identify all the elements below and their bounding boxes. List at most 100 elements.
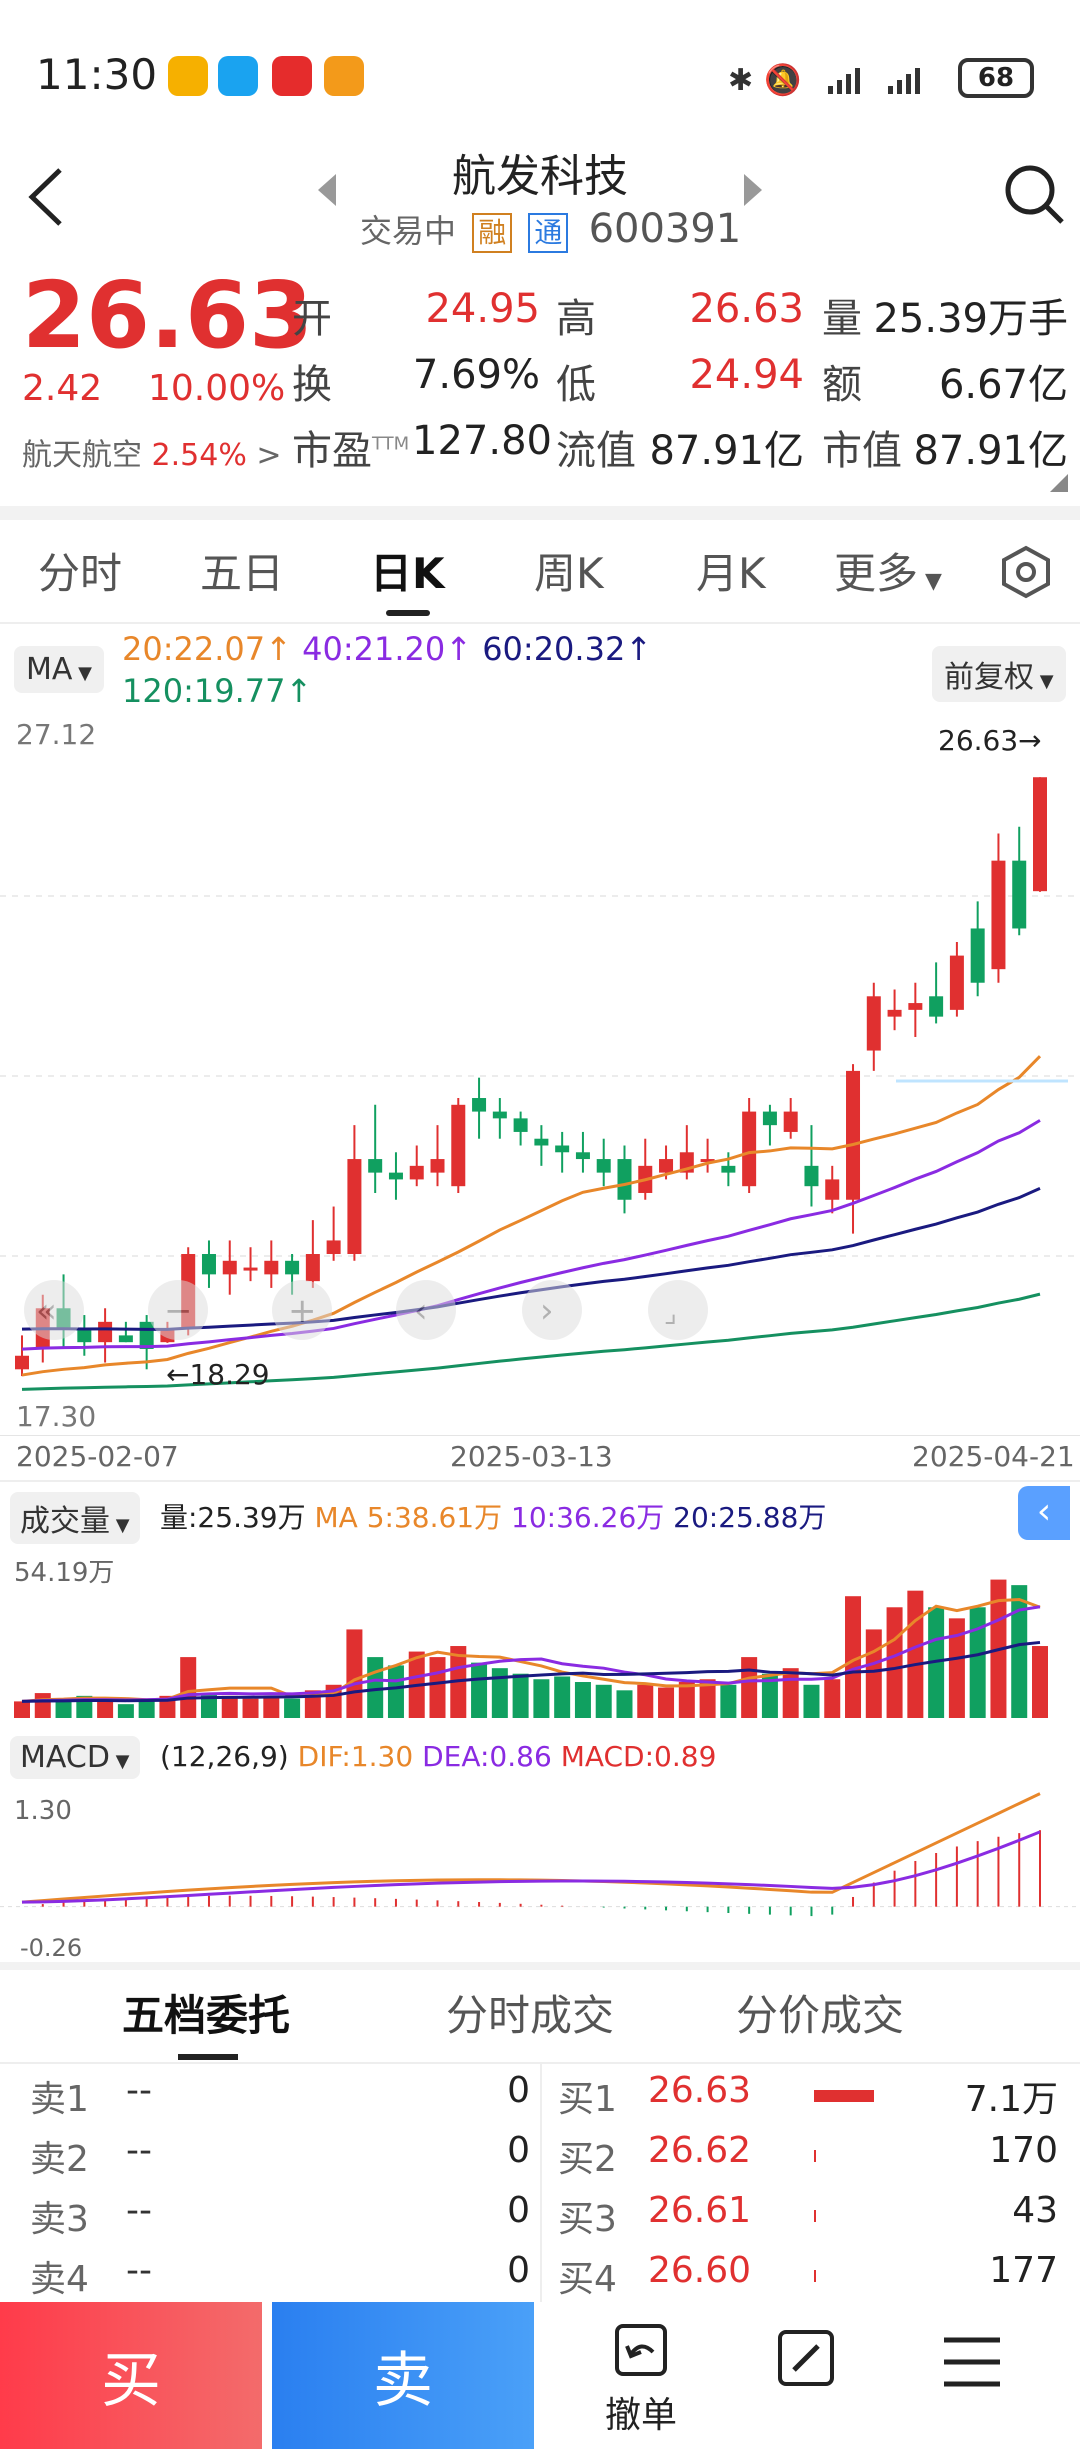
status-bar: 11:30 ✱ 🔕 68 (0, 0, 1080, 150)
tab-order-book[interactable]: 五档委托 (122, 1991, 291, 2040)
volume-bar (554, 1676, 571, 1718)
candle-body (804, 1165, 819, 1187)
volume-bar (678, 1682, 695, 1718)
kline-axis-top: 27.12 (16, 718, 96, 751)
bid-row[interactable]: 买3 26.61 43 (558, 2190, 1058, 2246)
macd-chart[interactable] (0, 1780, 1080, 1960)
level-volume: 0 (507, 2130, 530, 2171)
high-value: 26.63 (689, 286, 804, 332)
level-label: 买3 (558, 2199, 617, 2240)
bid-row[interactable]: 买1 26.63 7.1万 (558, 2070, 1058, 2126)
volume-bar (200, 1693, 217, 1718)
volume-ma10: 10:36.26万 (511, 1501, 665, 1534)
next-stock-icon[interactable] (742, 172, 764, 208)
candle-body (949, 955, 964, 1010)
candle-body (388, 1172, 403, 1180)
level-price: -- (126, 2190, 152, 2231)
candle-body (201, 1254, 216, 1275)
stock-subtitle: 交易中 融 通 600391 (360, 206, 741, 253)
level-volume-bar (814, 2090, 874, 2102)
ask-row[interactable]: 卖1 -- 0 (30, 2070, 530, 2126)
level-price: 26.63 (648, 2070, 752, 2111)
sector-link[interactable]: 航天航空 2.54% > (22, 430, 282, 474)
volume-label: 量 (822, 296, 862, 342)
tab-monthly-k[interactable]: 月K (696, 549, 766, 598)
huawei-app-icon (272, 56, 312, 96)
ma60-value: 60:20.32↑ (482, 630, 653, 668)
candle-body (285, 1260, 300, 1275)
divider-vertical (540, 2064, 542, 2302)
tab-order-book-underline (178, 2054, 238, 2060)
ma20-line (21, 1055, 1042, 1377)
tab-five-day[interactable]: 五日 (200, 549, 285, 598)
zoom-in-icon[interactable]: + (288, 1291, 317, 1331)
high-label: 高 (556, 296, 596, 342)
volume-selector[interactable]: 成交量 ▼ (10, 1492, 140, 1544)
candle-body (659, 1159, 674, 1173)
candle-body (991, 860, 1006, 970)
candle-body (222, 1260, 237, 1275)
ask-row[interactable]: 卖3 -- 0 (30, 2190, 530, 2246)
macd-selector[interactable]: MACD ▼ (10, 1736, 140, 1779)
back-icon[interactable] (20, 162, 70, 232)
settings-hex-icon[interactable] (998, 544, 1054, 600)
low-price-marker: ←18.29 (166, 1358, 270, 1391)
margin-tag: 融 (472, 213, 513, 253)
divider (0, 2062, 1080, 2064)
candle-body (866, 996, 881, 1051)
level-volume: 0 (507, 2250, 530, 2291)
pan-left-icon[interactable]: ‹ (414, 1291, 428, 1331)
volume-bar (221, 1695, 238, 1718)
dropdown-icon: ▼ (918, 569, 942, 594)
volume-now: 量:25.39万 (160, 1501, 306, 1534)
price-change-pct: 10.00% (148, 368, 286, 409)
last-price-marker: 26.63→ (938, 724, 1042, 757)
sell-button[interactable]: 卖 (272, 2302, 534, 2449)
tab-daily-k[interactable]: 日K (370, 549, 445, 598)
tab-price-volume[interactable]: 分价成交 (736, 1991, 905, 2040)
volume-bar (595, 1684, 612, 1718)
kline-chart[interactable]: 27.12 17.30 26.63→ ←18.29 « − + ‹ › ⌟ (0, 716, 1080, 1436)
level-label: 卖4 (30, 2259, 89, 2300)
menu-icon[interactable] (940, 2334, 1004, 2390)
prev-stock-icon[interactable] (316, 172, 338, 208)
ask-row[interactable]: 卖2 -- 0 (30, 2130, 530, 2186)
expand-corner-icon[interactable] (1050, 474, 1068, 492)
volume-ma10-line (21, 1605, 1041, 1703)
rewind-icon[interactable]: « (36, 1291, 57, 1331)
volume-axis-top: 54.19万 (14, 1558, 115, 1588)
level-volume: 0 (507, 2070, 530, 2111)
candle-body (305, 1254, 320, 1282)
collapse-panel-button[interactable]: ‹ (1018, 1486, 1070, 1540)
tab-weekly-k[interactable]: 周K (534, 549, 604, 598)
candle-body (492, 1111, 507, 1119)
ask-row[interactable]: 卖4 -- 0 (30, 2250, 530, 2306)
volume-bar (824, 1679, 841, 1718)
edit-icon[interactable] (774, 2326, 838, 2390)
pan-right-icon[interactable]: › (540, 1291, 554, 1331)
tab-intraday[interactable]: 分时 (38, 549, 123, 598)
buy-button[interactable]: 买 (0, 2302, 262, 2449)
cancel-order-button[interactable]: 撤单 (578, 2318, 704, 2448)
tab-more[interactable]: 更多 ▼ (834, 549, 942, 598)
bid-row[interactable]: 买2 26.62 170 (558, 2130, 1058, 2186)
pe-label: 市盈TTM (292, 428, 410, 474)
zoom-out-icon[interactable]: − (164, 1291, 193, 1331)
volume-bar (55, 1698, 72, 1718)
search-icon[interactable] (1002, 160, 1066, 230)
trading-state: 交易中 (360, 212, 457, 250)
fullscreen-icon[interactable]: ⌟ (664, 1296, 677, 1329)
candle-body (617, 1159, 632, 1200)
volume-chart[interactable] (0, 1540, 1080, 1720)
candle-body (118, 1335, 133, 1343)
adjust-selector[interactable]: 前复权 ▼ (932, 646, 1066, 702)
candle-body (1012, 860, 1027, 929)
volume-bar (761, 1673, 778, 1718)
macd-params: (12,26,9) (160, 1740, 289, 1773)
ma-selector[interactable]: MA ▼ (14, 646, 104, 693)
candle-body (846, 1070, 861, 1200)
last-price: 26.63 (22, 262, 314, 369)
bid-row[interactable]: 买4 26.60 177 (558, 2250, 1058, 2306)
level-price: 26.62 (648, 2130, 752, 2171)
tab-tick-trades[interactable]: 分时成交 (446, 1991, 615, 2040)
